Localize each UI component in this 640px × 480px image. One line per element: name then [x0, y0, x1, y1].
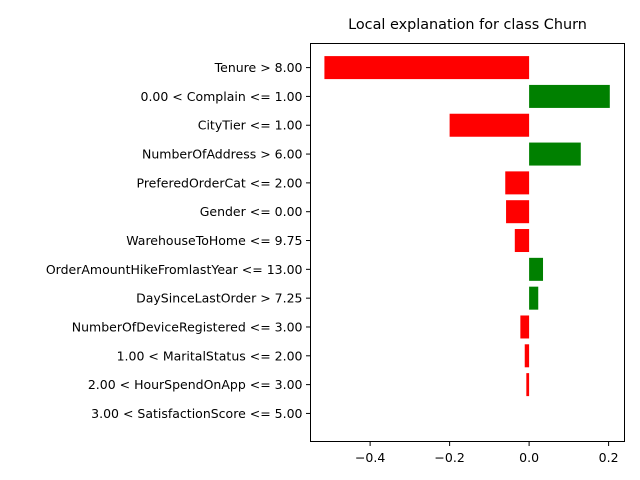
bar	[529, 286, 539, 310]
bar	[514, 229, 530, 253]
y-tick-label: Tenure > 8.00	[214, 60, 303, 75]
y-tick-label: WarehouseToHome <= 9.75	[126, 233, 302, 248]
y-tick-label: Gender <= 0.00	[200, 204, 303, 219]
bar	[449, 113, 530, 137]
bar	[324, 56, 530, 80]
x-tick-label: 0.2	[599, 450, 619, 465]
x-tick-label: −0.4	[355, 450, 385, 465]
y-tick-label: DaySinceLastOrder > 7.25	[136, 291, 302, 306]
x-axis-ticks: −0.4 −0.2 0.0 0.2	[355, 441, 619, 465]
x-tick-label: −0.2	[434, 450, 464, 465]
bar	[529, 257, 544, 281]
y-tick-label: 0.00 < Complain <= 1.00	[141, 89, 303, 104]
bar	[520, 315, 530, 339]
y-tick-label: CityTier <= 1.00	[198, 118, 303, 133]
y-tick-label: 1.00 < MaritalStatus <= 2.00	[117, 348, 303, 363]
bar	[529, 142, 581, 166]
plot-frame	[310, 43, 625, 442]
y-tick-label: NumberOfDeviceRegistered <= 3.00	[72, 319, 303, 334]
bar	[526, 373, 530, 397]
bar	[524, 344, 530, 368]
bar	[506, 200, 530, 224]
y-tick-label: 2.00 < HourSpendOnApp <= 3.00	[88, 377, 303, 392]
x-tick-label: 0.0	[519, 450, 539, 465]
y-tick-label: OrderAmountHikeFromlastYear <= 13.00	[46, 262, 303, 277]
bars	[324, 56, 610, 397]
bar	[529, 84, 610, 108]
y-tick-label: 3.00 < SatisfactionScore <= 5.00	[91, 406, 302, 421]
y-axis-ticks: Tenure > 8.00 0.00 < Complain <= 1.00 City…	[46, 60, 311, 421]
bar	[505, 171, 530, 195]
y-tick-label: NumberOfAddress > 6.00	[142, 147, 303, 162]
chart-title: Local explanation for class Churn	[348, 17, 587, 33]
y-tick-label: PreferedOrderCat <= 2.00	[137, 175, 303, 190]
